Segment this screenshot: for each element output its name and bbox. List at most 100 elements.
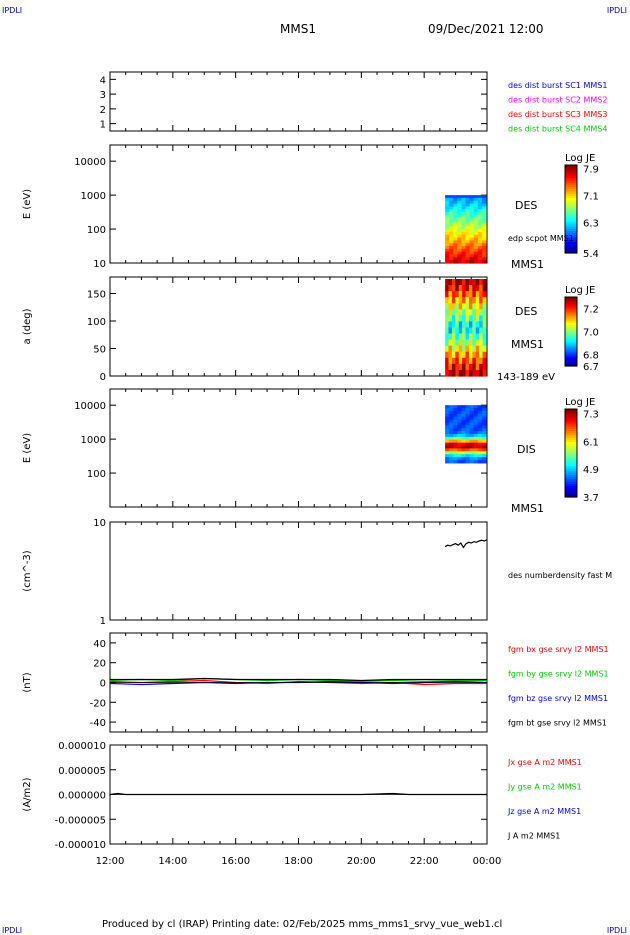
spectrogram-cell [458,333,463,341]
spectrogram-cell [445,428,450,432]
spectrogram-cell [457,226,463,230]
spectrogram-cell [465,223,471,227]
spectrogram-cell [457,209,463,213]
spectrogram-cell [461,251,467,256]
spectrogram-cell [458,285,463,292]
spectrogram-cell [461,439,467,444]
spectrogram-cell [469,200,475,205]
spectrogram-cell [473,422,479,426]
spectrogram-cell [469,451,475,455]
spectrogram-cell [453,436,458,441]
spectrogram-cell [449,234,454,239]
spectrogram-cell [465,229,471,233]
spectrogram-cell [445,203,450,208]
spectrogram-cell [473,254,479,258]
y-tick-label: 3 [100,90,106,101]
spectrogram-cell [481,405,487,409]
spectrogram-cell [453,214,458,219]
spectrogram-cell [462,351,467,359]
spectrogram-cell [481,214,487,219]
spectrogram-cell [449,209,454,213]
spectrogram-cell [445,240,450,244]
y-tick-label: 150 [87,290,106,301]
spectrogram-cell [445,229,450,233]
spectrogram-cell [473,434,479,438]
spectrogram-cell [473,251,479,256]
spectrogram-cell [457,254,463,258]
colorbar-label: Log JE [565,153,595,164]
spectrogram-cell [469,214,475,219]
spectrogram-cell [473,459,479,464]
spectrogram-cell [449,459,454,464]
spectrogram-cell [458,279,463,286]
colorbar-cell [565,165,577,168]
colorbar-cell [565,193,577,197]
spectrogram-cell [449,217,454,222]
spectrogram-cell [453,459,458,464]
spectrogram-cell [481,251,487,256]
spectrogram-cell [461,451,467,455]
colorbar-cell [565,347,577,350]
spectrogram-cell [448,309,453,316]
spectrogram-cell [472,309,477,316]
spectrogram-cell [451,351,456,359]
spectrogram-cell [457,234,463,239]
spectrogram-cell [465,297,470,304]
spectrogram-cell [477,416,483,421]
spectrogram-cell [453,445,458,450]
spectrogram-cell [481,240,487,244]
spectrogram-cell [469,212,475,216]
colorbar-tick-label: 6.7 [583,362,599,373]
y-tick-label: 20 [93,659,106,670]
spectrogram-cell [453,209,458,213]
spectrogram-cell [458,351,463,359]
y-tick-label: 10 [93,259,106,270]
spectrogram-cell [481,431,487,435]
spectrogram-cell [457,428,463,432]
spectrogram-cell [477,410,483,415]
spectrogram-cell [469,439,475,444]
spectrogram-cell [473,229,479,233]
spectrogram-cell [453,410,458,415]
colorbar-cell [565,298,577,302]
spectrogram-cell [477,251,483,256]
spectrogram-cell [481,243,487,247]
colorbar-cell [565,444,577,447]
colorbar-tick-label: 4.9 [583,465,599,476]
spectrogram-cell [445,351,450,359]
spectrogram-cell [448,315,453,323]
spectrogram-cell [477,431,483,435]
colorbar-cell [565,326,577,329]
spectrogram-cell [468,339,473,347]
y-axis-label: (A/m2) [22,777,33,811]
spectrogram-cell [465,285,470,292]
spectrogram-cell [473,454,479,458]
panel-side-label: MMS1 [511,502,544,515]
spectrogram-cell [455,321,460,329]
spectrogram-cell [457,257,463,261]
spectrogram-cell [453,448,458,452]
spectrogram-cell [457,229,463,233]
legend-entry: J A m2 MMS1 [507,832,560,841]
spectrogram-cell [451,369,456,377]
spectrogram-cell [453,442,458,447]
spectrogram-cell [469,448,475,452]
spectrogram-cell [481,448,487,452]
spectrogram-cell [453,220,458,225]
spectrogram-cell [445,200,450,205]
colorbar-cell [565,303,577,307]
spectrogram-cell [477,217,483,222]
colorbar-cell [565,187,577,190]
spectrogram-cell [445,214,450,219]
spectrogram-cell [457,439,463,444]
spectrogram-cell [458,291,463,298]
spectrogram-cell [469,229,475,233]
spectrogram-cell [477,425,483,429]
spectrogram-cell [462,327,467,335]
spectrogram-cell [445,206,450,210]
spectrogram-cell [453,206,458,210]
spectrogram-cell [477,257,483,261]
spectrogram-cell [473,439,479,444]
spectrogram-cell [465,212,471,216]
spectrogram-cell [465,442,471,447]
